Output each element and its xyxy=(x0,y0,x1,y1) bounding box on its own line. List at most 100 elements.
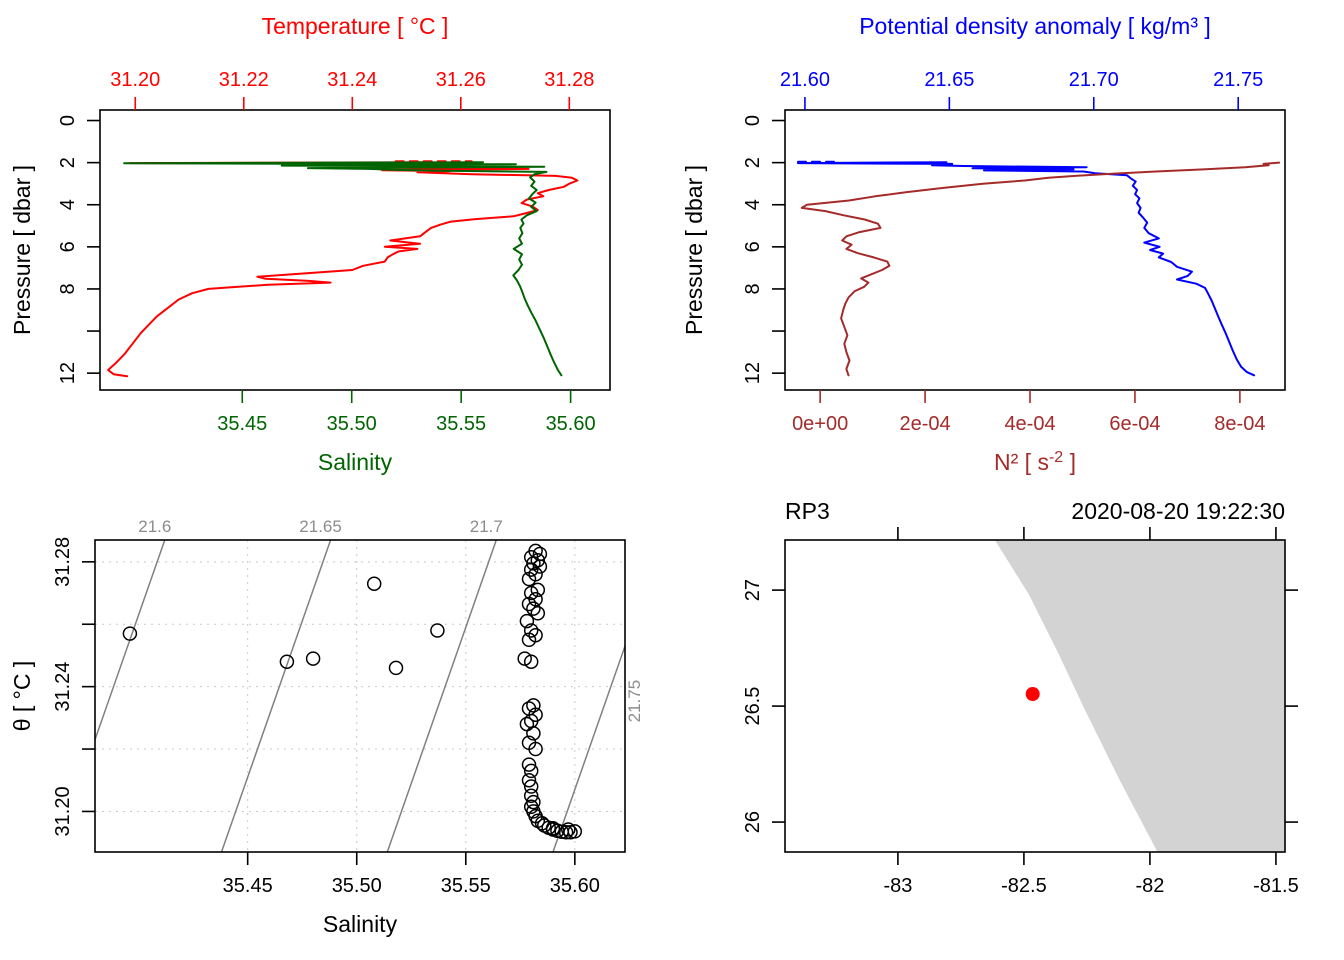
tick-label: 31.20 xyxy=(52,786,74,836)
tick-label: 2 xyxy=(57,157,79,168)
ts-point xyxy=(530,582,546,598)
tick-label: 8 xyxy=(57,283,79,294)
tick-label: 21.70 xyxy=(1069,69,1119,91)
n-squared-curve xyxy=(800,161,1281,377)
tick-label: 35.55 xyxy=(436,413,486,435)
ts-point xyxy=(519,613,535,629)
tick-label: 31.26 xyxy=(436,69,486,91)
tick-label: 21.75 xyxy=(1213,69,1263,91)
datetime-label: 2020-08-20 19:22:30 xyxy=(1071,498,1285,524)
tick-label: 21.60 xyxy=(780,69,830,91)
tick-label: 31.28 xyxy=(544,69,594,91)
temperature-salinity-panel: 31.20 31.22 31.24 31.26 31.28 35.45 35.50 35.55… xyxy=(57,69,611,435)
tick-label: 12 xyxy=(742,362,764,384)
temperature-axis-title: Temperature [ °C ] xyxy=(262,13,449,39)
isopycnal-line xyxy=(220,540,332,852)
tick-label: 35.45 xyxy=(223,875,273,897)
station-label: RP3 xyxy=(785,498,830,524)
ts-point xyxy=(523,654,539,669)
tick-label: 0 xyxy=(742,115,764,126)
tick-label: -82 xyxy=(1135,875,1164,897)
tick-label: -81.5 xyxy=(1253,875,1299,897)
isopycnal-lines xyxy=(95,540,625,852)
n2-axis-title-close: ] xyxy=(1063,449,1076,475)
ts-point xyxy=(519,716,535,732)
tick-label: 35.60 xyxy=(550,875,600,897)
ts-point xyxy=(523,779,539,794)
ts-point xyxy=(523,562,539,577)
n2-axis-title-base: N² [ s xyxy=(994,449,1049,475)
ts-point xyxy=(526,726,541,741)
ts-point xyxy=(521,571,537,587)
n2-axis-title-superscript: -2 xyxy=(1049,449,1063,466)
isopycnal-label: 21.65 xyxy=(299,517,342,536)
tick-label: 6e-04 xyxy=(1109,413,1160,435)
ts-point xyxy=(521,772,537,788)
tick-label: 31.28 xyxy=(52,537,74,587)
ts-point xyxy=(526,601,541,616)
ts-point xyxy=(523,788,539,804)
tick-label: 31.24 xyxy=(52,662,74,712)
tick-label: 26 xyxy=(742,811,764,833)
ts-point xyxy=(530,606,546,621)
tick-label: 35.60 xyxy=(546,413,596,435)
ts-point xyxy=(545,821,561,836)
isopycnal-line xyxy=(95,540,166,742)
tick-label: -82.5 xyxy=(1001,875,1047,897)
ts-point xyxy=(567,824,583,839)
tick-label: 35.45 xyxy=(217,413,267,435)
ts-point xyxy=(305,651,321,666)
tick-label: 35.50 xyxy=(327,413,377,435)
tick-label: 6 xyxy=(57,241,79,252)
ts-point xyxy=(526,698,541,713)
plot-box xyxy=(784,539,1286,853)
density-axis-title: Potential density anomaly [ kg/m³ ] xyxy=(859,13,1211,39)
ts-point xyxy=(532,559,548,574)
tick-label: 8e-04 xyxy=(1214,413,1265,435)
tick-label: 12 xyxy=(57,362,79,384)
plot-box xyxy=(99,109,611,391)
tick-label: 26.5 xyxy=(742,687,764,726)
salinity-axis-title-ts: Salinity xyxy=(323,911,398,937)
ts-point xyxy=(388,660,404,676)
isopycnal-label: 21.7 xyxy=(470,517,503,536)
isopycnal-line xyxy=(386,540,498,852)
tick-label: 0e+00 xyxy=(792,413,848,435)
ts-point xyxy=(561,822,576,837)
isopycnal-line xyxy=(552,643,625,852)
tick-label: 8 xyxy=(742,283,764,294)
potential-density-curve xyxy=(797,161,1256,377)
tick-label: 4 xyxy=(742,199,764,210)
tick-label: 6 xyxy=(742,241,764,252)
ts-point xyxy=(528,741,543,757)
pressure-axis-title-right: Pressure [ dbar ] xyxy=(681,165,707,335)
station-map-panel: -83 -82.5 -82 -81.5 26 26.5 27 xyxy=(742,527,1299,897)
isopycnal-label: 21.6 xyxy=(138,517,171,536)
tick-label: 4 xyxy=(57,199,79,210)
tick-label: 31.22 xyxy=(219,69,269,91)
pressure-axis-title-left: Pressure [ dbar ] xyxy=(9,165,35,335)
ts-point xyxy=(279,654,295,669)
tick-label: 35.50 xyxy=(332,875,382,897)
ts-point xyxy=(122,626,138,641)
tick-label: 27 xyxy=(742,579,764,601)
salinity-axis-title-profiles: Salinity xyxy=(318,449,393,475)
ts-point xyxy=(523,763,539,779)
ts-point xyxy=(521,632,537,648)
ts-diagram-panel: 21.6 21.65 21.7 21.75 35.45 35.50 35.55 35.60 31… xyxy=(52,517,644,897)
tick-label: 4e-04 xyxy=(1004,413,1055,435)
ts-point xyxy=(521,757,537,772)
tick-label: 0 xyxy=(57,115,79,126)
tick-label: 2 xyxy=(742,157,764,168)
plot-box xyxy=(94,539,626,853)
isopycnal-label: 21.75 xyxy=(625,680,644,723)
density-n2-panel: 21.60 21.65 21.70 21.75 0e+00 2e-04 4e-04 6e-04… xyxy=(742,69,1286,435)
tick-label: 21.65 xyxy=(924,69,974,91)
ts-point xyxy=(526,556,541,571)
station-marker xyxy=(1025,687,1040,701)
tick-label: 2e-04 xyxy=(900,413,951,435)
tick-label: 31.20 xyxy=(110,69,160,91)
ts-point xyxy=(517,651,532,666)
